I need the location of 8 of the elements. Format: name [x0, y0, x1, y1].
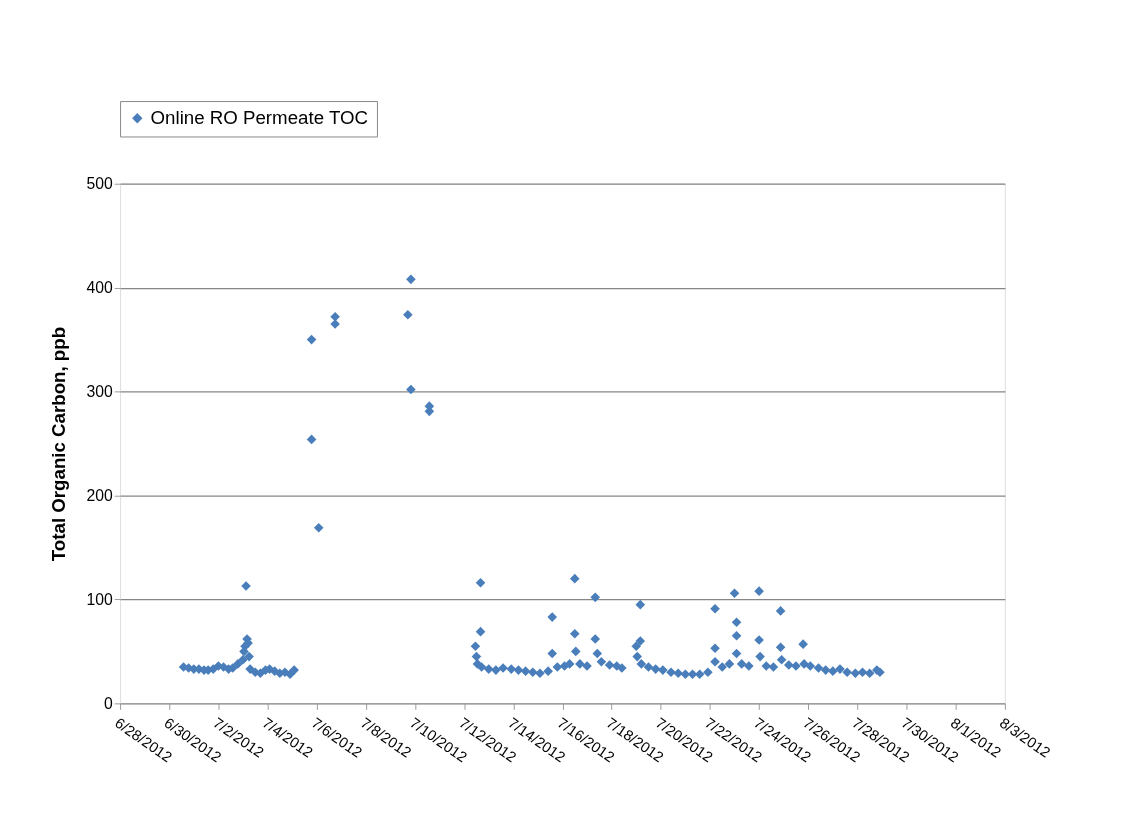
y-tick-label: 400 [86, 279, 113, 297]
y-tick-label: 100 [86, 590, 113, 608]
y-tick-label: 200 [86, 486, 113, 504]
y-tick-label: 300 [86, 383, 113, 400]
y-tick-label: 0 [103, 694, 113, 712]
y-tick-label: 500 [86, 175, 113, 193]
y-axis-title: Total Organic Carbon, ppb [47, 326, 69, 562]
legend-label: Online RO Permeate TOC [150, 107, 368, 129]
